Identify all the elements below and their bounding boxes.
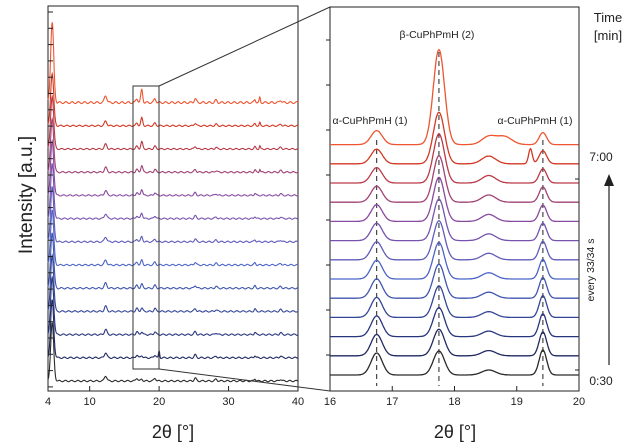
zoom-pattern-line xyxy=(330,48,579,146)
zoom-x-tick-label: 20 xyxy=(573,396,585,408)
zoom-pattern-line xyxy=(330,220,579,261)
phase-annotation-label: β-CuPhPmH (2) xyxy=(400,29,475,41)
overview-pattern-line xyxy=(47,186,299,244)
zoom-connector-top xyxy=(158,6,331,87)
overview-pattern-line xyxy=(47,116,299,174)
overview-x-tick-label: 30 xyxy=(222,396,234,408)
phase-annotations: α-CuPhPmH (1) β-CuPhPmH (2) α-CuPhPmH (1) xyxy=(333,29,573,127)
overview-pattern-line xyxy=(47,299,299,360)
zoom-pattern-line xyxy=(330,198,579,242)
overview-pattern-line xyxy=(47,322,299,383)
zoom-pattern-line xyxy=(330,263,579,299)
phase-annotation-label: α-CuPhPmH (1) xyxy=(333,115,408,127)
zoom-pattern-line xyxy=(330,111,579,165)
overview-x-tick-label: 40 xyxy=(292,396,304,408)
zoom-x-tick-label: 19 xyxy=(511,396,523,408)
overview-x-tick-label: 20 xyxy=(153,396,165,408)
time-end-label: 7:00 xyxy=(589,150,613,164)
time-step-label: every 33/34 s xyxy=(585,238,597,301)
overview-pattern-line xyxy=(47,163,299,220)
zoom-connector-bottom xyxy=(158,368,331,392)
zoom-pattern-line xyxy=(330,154,579,203)
overview-panel: 4 10 20 30 40 2θ [°] Intensity [a.u.] xyxy=(16,5,304,442)
zoom-traces xyxy=(330,48,579,376)
overview-traces xyxy=(47,22,299,383)
zoom-pattern-line xyxy=(330,176,579,223)
phase-annotation-label: α-CuPhPmH (1) xyxy=(498,115,573,127)
overview-pattern-line xyxy=(47,275,299,336)
overview-y-axis-label: Intensity [a.u.] xyxy=(16,136,37,254)
zoom-pattern-line xyxy=(330,285,579,319)
time-label: Time xyxy=(594,10,622,25)
overview-x-ticks: 4 10 20 30 40 xyxy=(45,386,304,408)
overview-pattern-line xyxy=(47,232,299,290)
zoom-x-tick-label: 16 xyxy=(324,396,336,408)
overview-pattern-line xyxy=(47,71,298,127)
overview-pattern-line xyxy=(47,94,299,151)
time-start-label: 0:30 xyxy=(589,374,613,388)
zoom-x-tick-label: 17 xyxy=(386,396,398,408)
reference-lines xyxy=(376,52,544,386)
time-unit-label: [min] xyxy=(594,28,622,43)
overview-y-ticks xyxy=(48,11,53,388)
overview-x-tick-label: 10 xyxy=(84,396,96,408)
time-axis: Time [min] 7:00 0:30 every 33/34 s xyxy=(585,10,622,388)
zoom-pattern-line xyxy=(330,328,579,357)
overview-plot-frame xyxy=(47,5,299,392)
overview-x-axis-label: 2θ [°] xyxy=(152,422,194,442)
overview-pattern-line xyxy=(47,209,299,267)
zoom-pattern-line xyxy=(330,133,579,184)
overview-pattern-line xyxy=(47,253,299,313)
overview-pattern-line xyxy=(47,138,298,197)
zoom-panel: 16 17 18 19 20 α-CuPhPmH (1)β-CuPhPmH (2)α-C… xyxy=(324,6,585,442)
time-arrow-head xyxy=(604,174,614,186)
zoom-pattern-line xyxy=(330,306,579,338)
zoom-x-tick-label: 18 xyxy=(448,396,460,408)
zoom-region-box xyxy=(132,85,160,370)
zoom-pattern-line xyxy=(330,241,579,280)
zoom-x-axis-label: 2θ [°] xyxy=(434,422,476,442)
zoom-x-ticks: 16 17 18 19 20 xyxy=(324,39,585,408)
overview-x-tick-label: 4 xyxy=(45,396,51,408)
zoom-pattern-line xyxy=(330,349,579,376)
overview-pattern-line xyxy=(47,22,299,105)
